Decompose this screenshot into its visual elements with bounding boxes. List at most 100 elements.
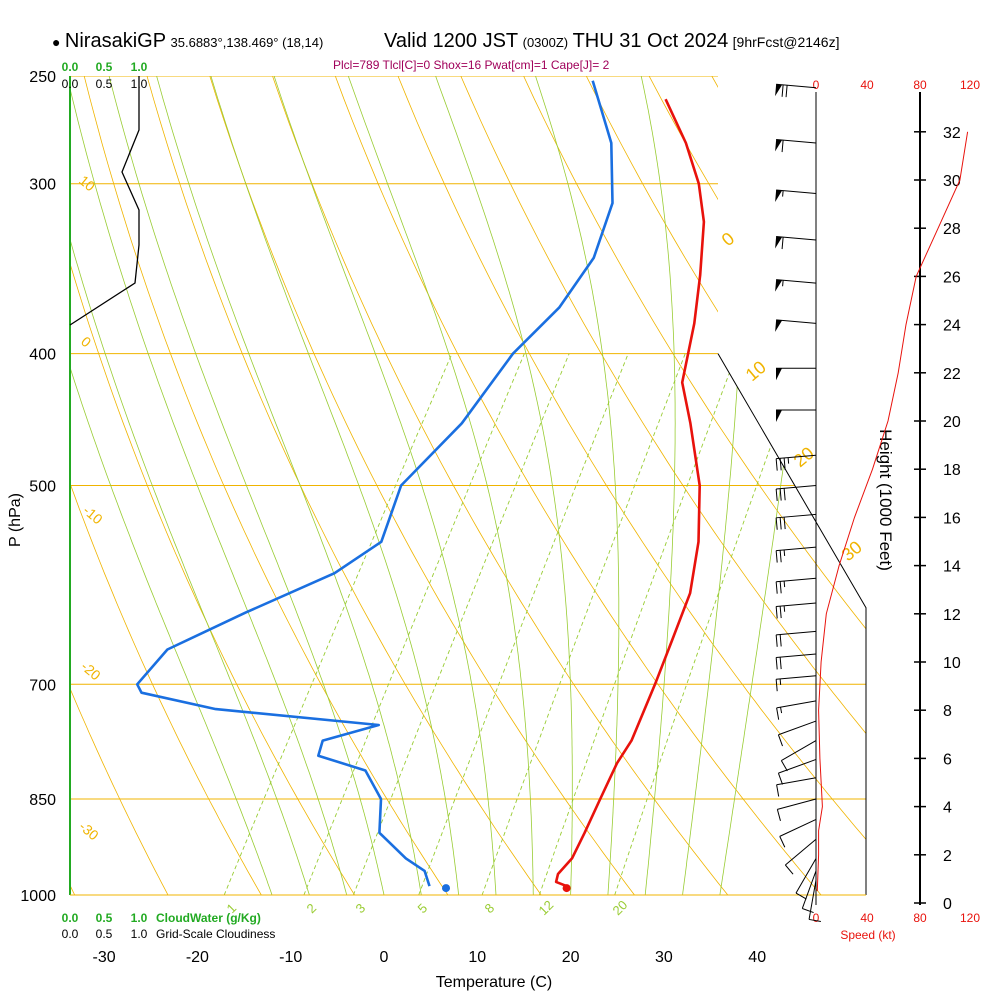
wind-barb-staff bbox=[776, 83, 817, 89]
pressure-tick-label: 300 bbox=[29, 177, 56, 194]
speed-axis-label: Speed (kt) bbox=[840, 928, 895, 942]
moist-adiabat bbox=[70, 76, 273, 895]
wind-barb-pennant bbox=[775, 189, 783, 202]
wind-barb bbox=[776, 367, 816, 381]
wind-barb-flag bbox=[776, 784, 780, 797]
temperature-tick-label: -10 bbox=[279, 949, 302, 966]
wind-barb bbox=[775, 602, 817, 619]
wind-barb-staff bbox=[776, 675, 817, 680]
dry-adiabat bbox=[209, 76, 635, 895]
wind-barb-half-flag bbox=[787, 457, 790, 464]
moist-adiabat bbox=[435, 76, 573, 895]
speed-tick-label-top: 40 bbox=[860, 78, 874, 92]
station-coords: 35.6883°,138.469° (18,14) bbox=[170, 35, 324, 50]
dry-adiabat bbox=[146, 76, 542, 895]
pressure-tick-label: 700 bbox=[29, 677, 56, 694]
valid-time: Valid 1200 JST bbox=[384, 30, 519, 52]
wind-barb-flag bbox=[808, 918, 821, 923]
mixing-ratio-line bbox=[538, 353, 738, 895]
temperature-tick-label: -30 bbox=[93, 949, 116, 966]
wind-barb-staff bbox=[777, 798, 817, 810]
wind-barb-staff bbox=[776, 777, 817, 786]
cloudwater-tick-top: 1.0 bbox=[131, 60, 148, 74]
temperature-tick-label: 0 bbox=[380, 949, 389, 966]
wind-barb-flag bbox=[779, 488, 782, 501]
wind-barb bbox=[776, 777, 817, 797]
wind-barb-flag bbox=[779, 606, 782, 619]
wind-barb-half-flag bbox=[783, 605, 786, 612]
wind-barb bbox=[775, 577, 817, 594]
height-tick-label: 6 bbox=[943, 751, 952, 768]
dry-adiabat bbox=[83, 76, 449, 895]
wind-barb-staff bbox=[776, 513, 817, 519]
dry-adiabat bbox=[272, 76, 729, 895]
wind-barb-flag bbox=[781, 237, 784, 250]
temperature-tick-label: 20 bbox=[562, 949, 580, 966]
wind-barb-flag bbox=[777, 734, 783, 747]
wind-barb-staff bbox=[776, 279, 817, 284]
wind-barb bbox=[775, 236, 817, 250]
cloudwater-tick-bottom: 1.0 bbox=[131, 911, 148, 925]
wind-barb-flag bbox=[781, 84, 784, 97]
cloudwater-tick-top: 0.0 bbox=[62, 60, 79, 74]
moist-adiabat-label: 0 bbox=[718, 228, 739, 250]
wind-barb bbox=[775, 319, 817, 332]
wind-barb-flag bbox=[783, 517, 786, 530]
wind-barb-staff bbox=[785, 838, 817, 866]
wind-barb-flag bbox=[795, 892, 807, 900]
surface-temperature-dot bbox=[562, 884, 571, 893]
height-tick-label: 2 bbox=[943, 848, 952, 865]
cloudiness-axis-label: Grid-Scale Cloudiness bbox=[156, 927, 275, 941]
pressure-tick-label: 500 bbox=[29, 479, 56, 496]
wind-barb bbox=[775, 546, 817, 563]
wind-barb-flag bbox=[779, 581, 782, 594]
wind-barb-staff bbox=[778, 720, 817, 736]
wind-barb-flag bbox=[784, 864, 794, 875]
cloudiness-tick-bottom: 0.0 bbox=[62, 927, 79, 941]
wind-barb bbox=[801, 870, 817, 914]
wind-barb-staff bbox=[776, 485, 817, 490]
mixing-ratio-label: 5 bbox=[415, 900, 431, 916]
mixing-ratio-label: 12 bbox=[536, 897, 557, 918]
speed-tick-label-top: 120 bbox=[960, 78, 980, 92]
temperature-tick-label: 40 bbox=[748, 949, 766, 966]
wind-barb-staff bbox=[776, 577, 817, 583]
wind-barb-flag bbox=[775, 606, 778, 619]
height-tick-label: 26 bbox=[943, 269, 961, 286]
dry-adiabat bbox=[523, 76, 866, 895]
wind-barb bbox=[780, 740, 817, 772]
mixing-ratio-label: 8 bbox=[482, 900, 498, 916]
temperature-tick-label: 30 bbox=[655, 949, 673, 966]
wind-barb bbox=[777, 758, 817, 785]
wind-barb-staff bbox=[776, 653, 817, 658]
pressure-tick-label: 1000 bbox=[20, 888, 56, 905]
wind-barb-staff bbox=[776, 319, 817, 324]
speed-tick-label-top: 80 bbox=[913, 78, 927, 92]
wind-barb-half-flag bbox=[780, 707, 783, 714]
valid-time-header: Valid 1200 JST (0300Z) THU 31 Oct 2024 [… bbox=[384, 30, 839, 53]
height-tick-label: 24 bbox=[943, 318, 961, 335]
wind-barb bbox=[777, 720, 817, 747]
height-axis-label: Height (1000 Feet) bbox=[876, 429, 895, 571]
wind-barb-pennant bbox=[775, 279, 783, 292]
wind-barb-flag bbox=[779, 657, 782, 670]
moist-adiabat bbox=[70, 76, 310, 895]
wind-barb-staff bbox=[781, 740, 817, 762]
sounding-indices: Plcl=789 Tlcl[C]=0 Shox=16 Pwat[cm]=1 Ca… bbox=[333, 58, 610, 72]
temperature-tick-label: -20 bbox=[186, 949, 209, 966]
temperature-axis-label: Temperature (C) bbox=[436, 974, 552, 991]
height-tick-label: 28 bbox=[943, 221, 961, 238]
speed-tick-label-bottom: 0 bbox=[813, 911, 820, 925]
moist-adiabat bbox=[108, 76, 385, 895]
wind-barb bbox=[775, 279, 817, 292]
station-name: NirasakiGP bbox=[64, 30, 167, 52]
temperature-tick-label: 10 bbox=[468, 949, 486, 966]
dry-adiabat bbox=[837, 76, 866, 895]
moist-adiabat bbox=[70, 76, 348, 895]
mixing-ratio-label: 3 bbox=[353, 900, 369, 916]
cloudwater-axis-label: CloudWater (g/Kg) bbox=[156, 911, 261, 925]
wind-barb-flag bbox=[776, 809, 781, 822]
height-tick-label: 4 bbox=[943, 800, 952, 817]
wind-barb bbox=[808, 879, 821, 923]
wind-barb-flag bbox=[779, 550, 782, 563]
